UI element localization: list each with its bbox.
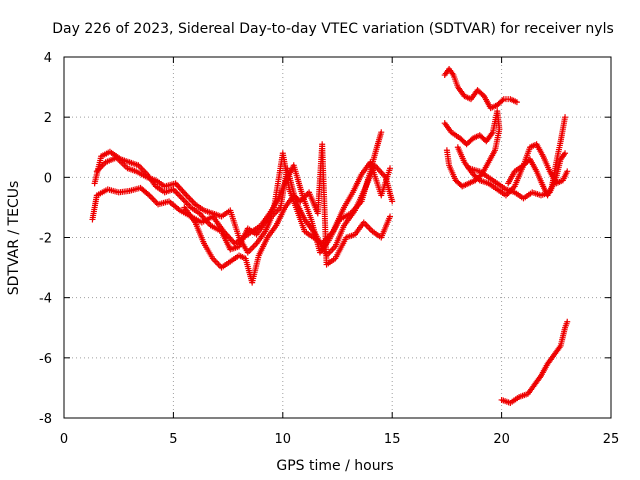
y-tick-label: -4 [39,292,52,307]
y-tick-label: 4 [44,51,52,66]
y-tick-label: 2 [44,111,52,126]
y-tick-label: -8 [39,412,52,427]
x-axis-label: GPS time / hours [276,458,393,474]
chart-title: Day 226 of 2023, Sidereal Day-to-day VTE… [52,21,614,37]
x-tick-label: 20 [493,432,510,447]
x-tick-label: 5 [169,432,177,447]
x-tick-label: 10 [275,432,292,447]
y-tick-label: -6 [39,352,52,367]
x-tick-label: 15 [384,432,401,447]
chart: 0 5 10 15 20 25 -8 -6 -4 -2 0 2 4 Day 226 of 2023, S… [0,0,640,480]
y-tick-label: -2 [39,232,52,247]
y-tick-label: 0 [44,171,52,186]
x-tick-label: 25 [603,432,620,447]
y-axis-label: SDTVAR / TECUs [6,181,22,296]
x-tick-label: 0 [60,432,68,447]
